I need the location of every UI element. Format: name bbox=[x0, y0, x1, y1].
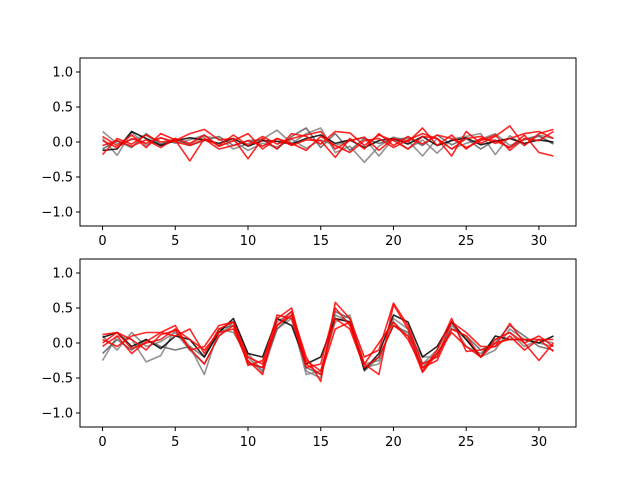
y-tick-label: 0.0 bbox=[52, 337, 73, 352]
series-line-0-6 bbox=[102, 130, 554, 159]
y-tick-label: 0.5 bbox=[52, 302, 73, 317]
x-tick-label: 5 bbox=[171, 234, 179, 249]
y-tick-label: −1.0 bbox=[41, 206, 73, 221]
y-tick-label: 1.0 bbox=[52, 66, 73, 81]
y-tick-label: −0.5 bbox=[41, 171, 73, 186]
x-axis-top: 0 5 10 15 20 25 30 bbox=[98, 226, 547, 249]
y-tick-label: −1.0 bbox=[41, 407, 73, 422]
x-tick-label: 0 bbox=[98, 234, 106, 249]
x-tick-label: 20 bbox=[385, 234, 402, 249]
x-tick-label: 30 bbox=[531, 234, 548, 249]
y-tick-label: 1.0 bbox=[52, 267, 73, 282]
series-line-1-6 bbox=[102, 307, 554, 369]
x-tick-label: 15 bbox=[312, 435, 329, 450]
x-tick-label: 0 bbox=[98, 435, 106, 450]
y-tick-label: 0.5 bbox=[52, 101, 73, 116]
x-tick-label: 5 bbox=[171, 435, 179, 450]
series-line-1-4 bbox=[102, 303, 555, 376]
x-tick-label: 30 bbox=[531, 435, 548, 450]
series-line-0-7 bbox=[102, 130, 554, 154]
y-tick-label: 0.0 bbox=[52, 136, 73, 151]
x-tick-label: 10 bbox=[240, 234, 257, 249]
y-axis-top: −1.0 −0.5 0.0 0.5 1.0 bbox=[41, 66, 80, 221]
x-tick-label: 10 bbox=[240, 435, 257, 450]
x-axis-bottom: 0 5 10 15 20 25 30 bbox=[98, 427, 547, 450]
x-tick-label: 20 bbox=[385, 435, 402, 450]
y-axis-bottom: −1.0 −0.5 0.0 0.5 1.0 bbox=[41, 267, 80, 422]
series-group-bottom bbox=[101, 301, 555, 383]
series-group-top bbox=[101, 125, 554, 164]
x-tick-label: 25 bbox=[458, 435, 475, 450]
series-line-1-7 bbox=[102, 314, 554, 374]
subplot-bottom: 0 5 10 15 20 25 30 −1.0 −0.5 0.0 0.5 1.0 bbox=[41, 258, 577, 450]
y-tick-label: −0.5 bbox=[41, 372, 73, 387]
subplot-top: 0 5 10 15 20 25 30 −1.0 −0.5 0.0 0.5 1.0 bbox=[41, 57, 577, 249]
x-tick-label: 25 bbox=[458, 234, 475, 249]
x-tick-label: 15 bbox=[312, 234, 329, 249]
